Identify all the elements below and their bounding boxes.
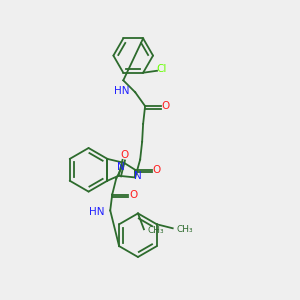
Text: N: N xyxy=(117,162,125,172)
Text: O: O xyxy=(129,190,137,200)
Text: HN: HN xyxy=(114,86,129,96)
Text: O: O xyxy=(120,150,129,160)
Text: CH₃: CH₃ xyxy=(177,225,193,234)
Text: HN: HN xyxy=(89,207,104,218)
Text: O: O xyxy=(162,101,170,111)
Text: CH₃: CH₃ xyxy=(148,226,164,235)
Text: N: N xyxy=(134,172,142,182)
Text: Cl: Cl xyxy=(157,64,167,74)
Text: O: O xyxy=(153,165,161,175)
